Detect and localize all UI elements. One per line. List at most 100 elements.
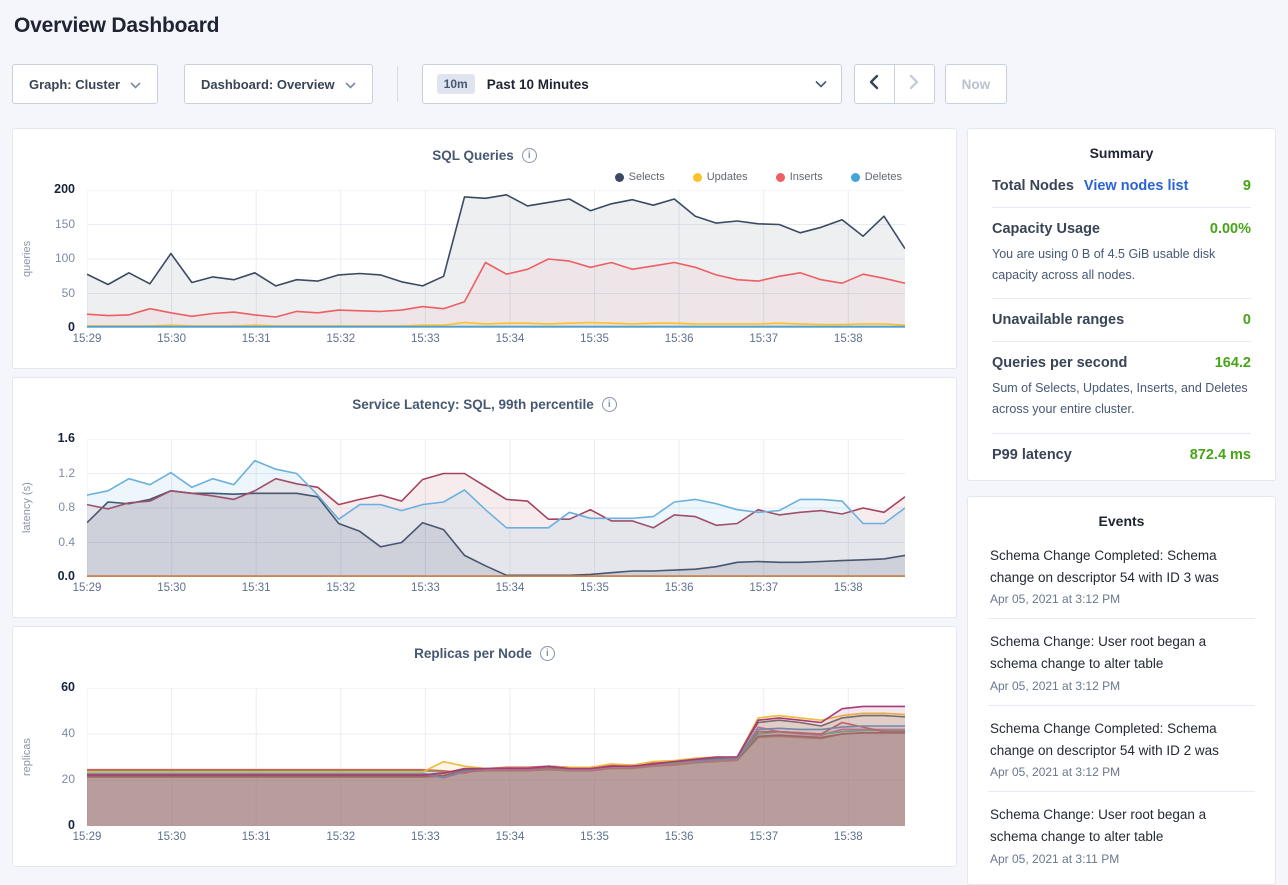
x-tick-label: 15:37 — [749, 333, 779, 345]
time-back-button[interactable] — [853, 64, 895, 104]
capacity-label: Capacity Usage — [992, 221, 1100, 237]
chevron-left-icon — [868, 74, 880, 95]
x-tick-label: 15:30 — [157, 333, 186, 345]
x-tick-label: 15:38 — [833, 582, 863, 594]
chevron-down-icon — [345, 77, 356, 92]
legend-dot — [614, 172, 624, 182]
y-tick-label: 1.2 — [58, 465, 75, 480]
y-tick-label: 200 — [54, 182, 75, 196]
x-tick-label: 15:36 — [664, 831, 694, 843]
legend-label: Deletes — [864, 171, 902, 183]
y-axis-title: queries — [21, 240, 33, 278]
x-tick-label: 15:29 — [72, 582, 102, 594]
x-tick-label: 15:37 — [749, 831, 779, 843]
x-axis-ticks: 15:29 15:30 15:31 15:32 15:33 15:34 15:35 15:36… — [73, 582, 905, 598]
x-tick-label: 15:31 — [241, 333, 271, 345]
summary-row-p99-latency: P99 latency 872.4 ms — [992, 434, 1251, 476]
x-tick-label: 15:36 — [664, 582, 694, 594]
capacity-value: 0.00% — [1209, 221, 1251, 237]
legend-label: Selects — [628, 171, 665, 183]
x-tick-label: 15:29 — [72, 333, 102, 345]
dashboard-dropdown[interactable]: Dashboard: Overview — [184, 64, 373, 104]
legend-item-updates[interactable]: Updates — [692, 171, 748, 183]
dashboard-content: SQL Queries i Selects Updates Inserts Delet… — [12, 128, 1276, 885]
chevron-down-icon — [130, 77, 141, 92]
info-icon[interactable]: i — [539, 645, 555, 661]
event-timestamp: Apr 05, 2021 at 3:12 PM — [990, 592, 1121, 607]
summary-row-qps: Queries per second 164.2 Sum of Selects,… — [992, 342, 1251, 434]
x-tick-label: 15:38 — [833, 333, 863, 345]
qps-description: Sum of Selects, Updates, Inserts, and De… — [992, 381, 1248, 416]
view-nodes-list-link[interactable]: View nodes list — [1083, 178, 1189, 194]
event-item: Schema Change: User root began a schema … — [988, 619, 1255, 706]
x-tick-label: 15:30 — [157, 831, 186, 843]
now-button[interactable]: Now — [944, 64, 1008, 104]
x-tick-label: 15:34 — [495, 831, 525, 843]
replicas-per-node-plot[interactable] — [87, 688, 905, 826]
side-panels: Summary Total Nodes View nodes list 9 Ca… — [967, 128, 1276, 885]
info-icon[interactable]: i — [601, 396, 617, 412]
time-range-label: Past 10 Minutes — [486, 76, 589, 92]
y-axis-ticks: 0 20 40 60 — [33, 680, 81, 832]
qps-value: 164.2 — [1214, 355, 1251, 372]
chart-legend — [13, 664, 956, 686]
legend-item-selects[interactable]: Selects — [614, 171, 665, 183]
event-text: Schema Change: User root began a schema … — [990, 807, 1207, 845]
event-timestamp: Apr 05, 2021 at 3:12 PM — [990, 678, 1121, 693]
legend-dot — [692, 172, 702, 182]
sql-queries-plot[interactable] — [87, 190, 905, 328]
total-nodes-value: 9 — [1242, 178, 1251, 194]
summary-title: Summary — [1089, 145, 1154, 161]
p99-latency-value: 872.4 ms — [1189, 446, 1251, 463]
x-tick-label: 15:36 — [664, 333, 694, 345]
page-header: Overview Dashboard — [0, 0, 1288, 38]
chart-legend — [13, 415, 956, 437]
legend-item-inserts[interactable]: Inserts — [775, 171, 823, 183]
y-tick-label: 0 — [68, 320, 75, 334]
y-tick-label: 1.6 — [57, 431, 75, 445]
charts-column: SQL Queries i Selects Updates Inserts Delet… — [12, 128, 957, 867]
x-axis-ticks: 15:29 15:30 15:31 15:32 15:33 15:34 15:35 15:36… — [73, 333, 905, 349]
event-timestamp: Apr 05, 2021 at 3:11 PM — [990, 851, 1120, 866]
x-tick-label: 15:34 — [495, 582, 525, 594]
legend-item-deletes[interactable]: Deletes — [850, 171, 902, 183]
y-tick-label: 100 — [54, 251, 75, 265]
controls-divider — [396, 66, 398, 102]
legend-dot — [850, 172, 860, 182]
y-tick-label: 40 — [61, 726, 75, 740]
info-icon[interactable]: i — [521, 147, 537, 163]
events-panel: Events Schema Change Completed: Schema c… — [967, 495, 1276, 885]
unavailable-ranges-label: Unavailable ranges — [992, 312, 1125, 329]
x-tick-label: 15:33 — [410, 333, 440, 345]
summary-row-capacity: Capacity Usage 0.00% You are using 0 B o… — [992, 208, 1251, 300]
x-tick-label: 15:33 — [410, 582, 440, 594]
graph-scope-label: Graph: Cluster — [29, 76, 121, 92]
p99-latency-label: P99 latency — [992, 446, 1072, 463]
chart-card-service-latency: Service Latency: SQL, 99th percentile i … — [12, 377, 957, 618]
y-tick-label: 20 — [61, 772, 75, 786]
summary-row-unavailable-ranges: Unavailable ranges 0 — [992, 299, 1251, 343]
y-tick-label: 0.0 — [57, 569, 75, 583]
dashboard-controls: Graph: Cluster Dashboard: Overview 10m P… — [12, 64, 1276, 104]
time-range-picker[interactable]: 10m Past 10 Minutes — [421, 64, 842, 104]
y-axis-ticks: 0 50 100 150 200 — [33, 182, 81, 334]
y-tick-label: 150 — [54, 216, 75, 231]
chart-title: Replicas per Node — [414, 645, 532, 661]
graph-scope-dropdown[interactable]: Graph: Cluster — [12, 64, 159, 104]
time-forward-button[interactable] — [893, 64, 935, 104]
x-tick-label: 15:30 — [157, 582, 186, 594]
x-tick-label: 15:34 — [495, 333, 525, 345]
event-timestamp: Apr 05, 2021 at 3:12 PM — [990, 765, 1121, 780]
y-tick-label: 60 — [61, 680, 75, 694]
chart-card-sql-queries: SQL Queries i Selects Updates Inserts Delet… — [12, 128, 957, 369]
y-axis-title: replicas — [21, 738, 33, 776]
total-nodes-label: Total Nodes — [992, 178, 1074, 194]
y-tick-label: 50 — [61, 285, 75, 300]
y-axis-ticks: 0.0 0.4 0.8 1.2 1.6 — [33, 431, 81, 583]
service-latency-plot[interactable] — [87, 439, 905, 577]
chart-legend: Selects Updates Inserts Deletes — [13, 166, 956, 188]
qps-label: Queries per second — [992, 355, 1128, 372]
legend-label: Updates — [706, 171, 748, 183]
x-tick-label: 15:33 — [410, 831, 440, 843]
x-tick-label: 15:37 — [749, 582, 779, 594]
